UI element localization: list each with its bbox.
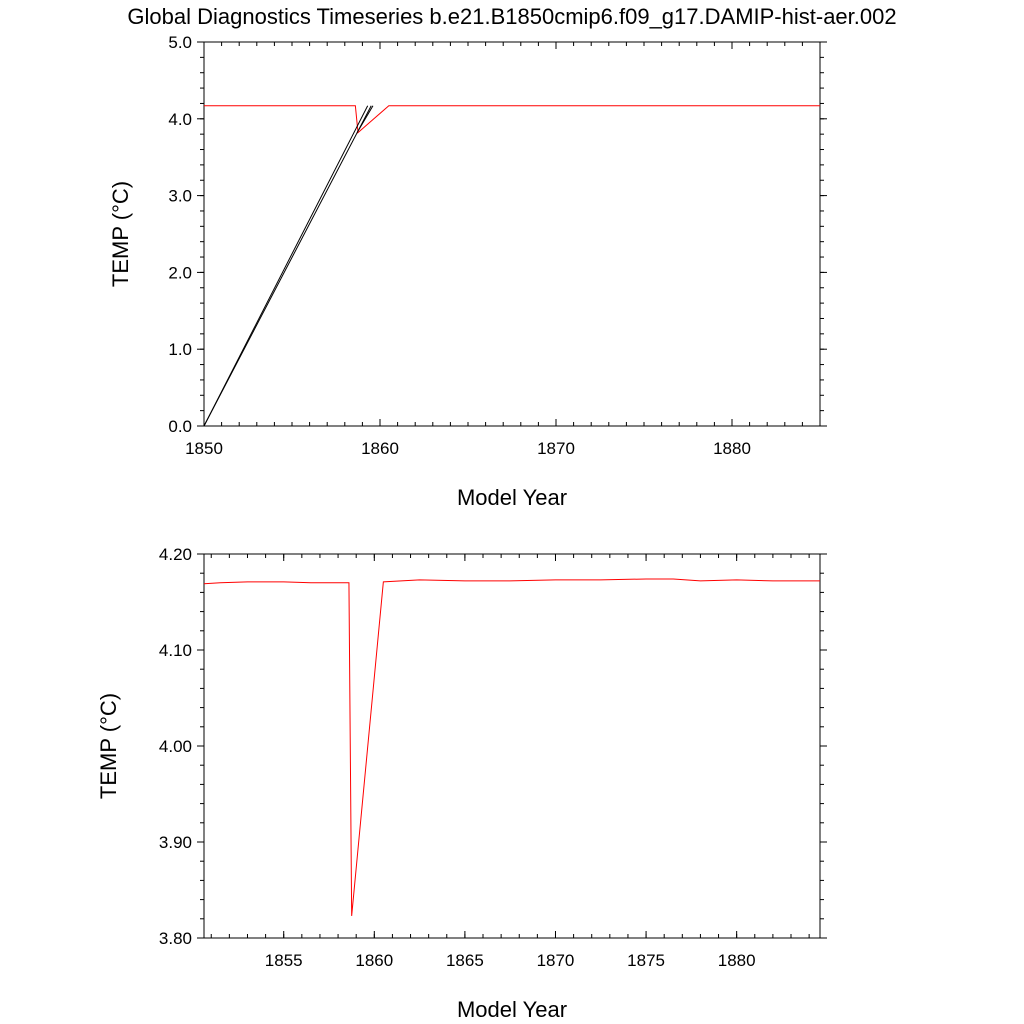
top-x-tick-label: 1850	[185, 439, 223, 458]
top-series-line-1	[203, 105, 369, 427]
bottom-axis-ticks: 1855 1860 1865 1870 1875 1880 3.80 3.90 4.00 4.10…	[159, 545, 827, 970]
bottom-x-tick-label: 1875	[627, 951, 665, 970]
top-x-tick-label: 1860	[361, 439, 399, 458]
bottom-series-group	[203, 578, 820, 916]
bottom-x-tick-label: 1865	[446, 951, 484, 970]
top-y-axis-label: TEMP (°C)	[108, 181, 133, 287]
top-y-tick-label: 1.0	[168, 340, 192, 359]
top-x-tick-label: 1880	[713, 439, 751, 458]
top-plot-frame	[203, 41, 821, 427]
bottom-x-tick-label: 1855	[265, 951, 303, 970]
bottom-y-tick-label: 4.00	[159, 737, 192, 756]
bottom-y-tick-label: 3.80	[159, 929, 192, 948]
top-panel: 1850 1860 1870 1880 0.0 1.0 2.0 3.0 4.0 5.0 TEMP …	[108, 33, 827, 510]
top-y-tick-label: 3.0	[168, 187, 192, 206]
top-y-tick-label: 4.0	[168, 110, 192, 129]
top-axis-ticks: 1850 1860 1870 1880 0.0 1.0 2.0 3.0 4.0 5.0	[168, 33, 827, 458]
top-series-line-3	[356, 105, 374, 133]
bottom-y-tick-label: 3.90	[159, 833, 192, 852]
bottom-x-tick-label: 1860	[355, 951, 393, 970]
bottom-x-axis-label: Model Year	[457, 997, 567, 1022]
bottom-y-tick-label: 4.20	[159, 545, 192, 564]
figure-title: Global Diagnostics Timeseries b.e21.B185…	[127, 4, 896, 29]
bottom-y-axis-label: TEMP (°C)	[96, 693, 121, 799]
top-y-tick-label: 0.0	[168, 417, 192, 436]
bottom-panel: 1855 1860 1865 1870 1875 1880 3.80 3.90 4.00 4.10…	[96, 545, 827, 1022]
top-y-tick-label: 5.0	[168, 33, 192, 52]
bottom-y-tick-label: 4.10	[159, 641, 192, 660]
top-x-axis-label: Model Year	[457, 485, 567, 510]
bottom-x-tick-label: 1880	[718, 951, 756, 970]
bottom-series-line-0	[203, 578, 820, 916]
top-y-tick-label: 2.0	[168, 263, 192, 282]
top-series-line-2	[203, 105, 372, 427]
top-series-group	[203, 105, 820, 427]
top-series-line-0	[204, 105, 820, 134]
top-x-tick-label: 1870	[537, 439, 575, 458]
bottom-x-tick-label: 1870	[537, 951, 575, 970]
